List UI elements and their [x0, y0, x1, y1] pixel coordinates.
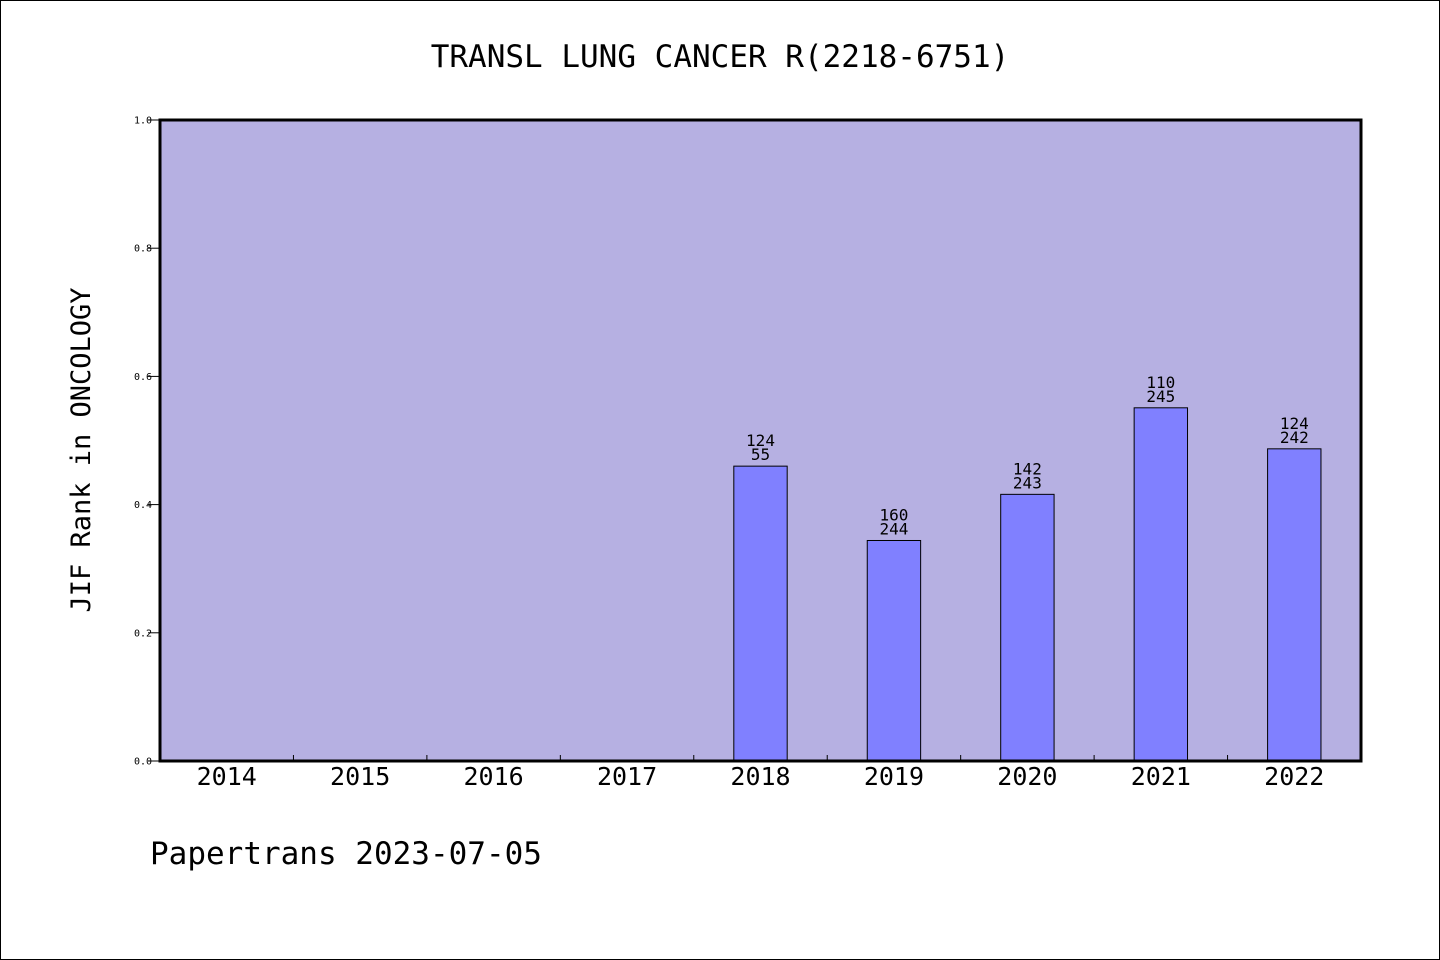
x-tick-label-2016: 2016 — [464, 762, 524, 791]
bars-layer — [733, 407, 1322, 762]
bar-label-top-2019: 160 — [879, 505, 908, 524]
y-axis-ticks: 0.0 0.2 0.4 0.6 0.8 1.0 — [134, 116, 160, 768]
x-tick-label-2019: 2019 — [864, 762, 924, 791]
chart-title: TRANSL LUNG CANCER R(2218-6751) — [431, 39, 1010, 75]
x-tick-label-2021: 2021 — [1131, 762, 1191, 791]
bar-2019 — [866, 539, 922, 762]
bar-label-bottom-2018: 55 — [751, 445, 770, 464]
bar-label-top-2022: 124 — [1280, 414, 1309, 433]
y-tick-label-0.0: 0.0 — [134, 757, 152, 768]
plot-border — [158, 118, 1363, 763]
bar-label-bottom-2022: 242 — [1280, 428, 1309, 447]
bar-label-bottom-2020: 243 — [1013, 473, 1042, 492]
bar-2020 — [1000, 493, 1055, 762]
y-axis-label: JIF Rank in ONCOLOGY — [66, 287, 97, 612]
x-tick-label-2018: 2018 — [730, 762, 790, 791]
bar-label-top-2021: 110 — [1146, 373, 1175, 392]
bar-2022 — [1267, 448, 1322, 762]
y-tick-label-1.0: 1.0 — [134, 116, 152, 127]
bar-2018 — [733, 465, 788, 762]
y-tick-label-0.8: 0.8 — [134, 244, 152, 255]
x-tick-label-2022: 2022 — [1264, 762, 1324, 791]
x-tick-label-2014: 2014 — [197, 762, 257, 791]
bar-2021 — [1133, 407, 1189, 762]
x-axis-ticks: 2014 2015 2016 2017 2018 2019 2020 2021 2022 — [197, 755, 1324, 791]
y-tick-label-0.4: 0.4 — [134, 500, 152, 511]
y-tick-label-0.6: 0.6 — [134, 372, 152, 383]
bar-label-bottom-2021: 245 — [1146, 387, 1175, 406]
bar-label-top-2020: 142 — [1013, 459, 1042, 478]
footer-credit: Papertrans 2023-07-05 — [150, 836, 542, 872]
x-tick-label-2020: 2020 — [997, 762, 1057, 791]
bar-label-top-2018: 124 — [746, 431, 775, 450]
bar-label-bottom-2019: 244 — [879, 519, 908, 538]
x-tick-label-2017: 2017 — [597, 762, 657, 791]
y-tick-label-0.2: 0.2 — [134, 628, 152, 639]
x-tick-label-2015: 2015 — [330, 762, 390, 791]
